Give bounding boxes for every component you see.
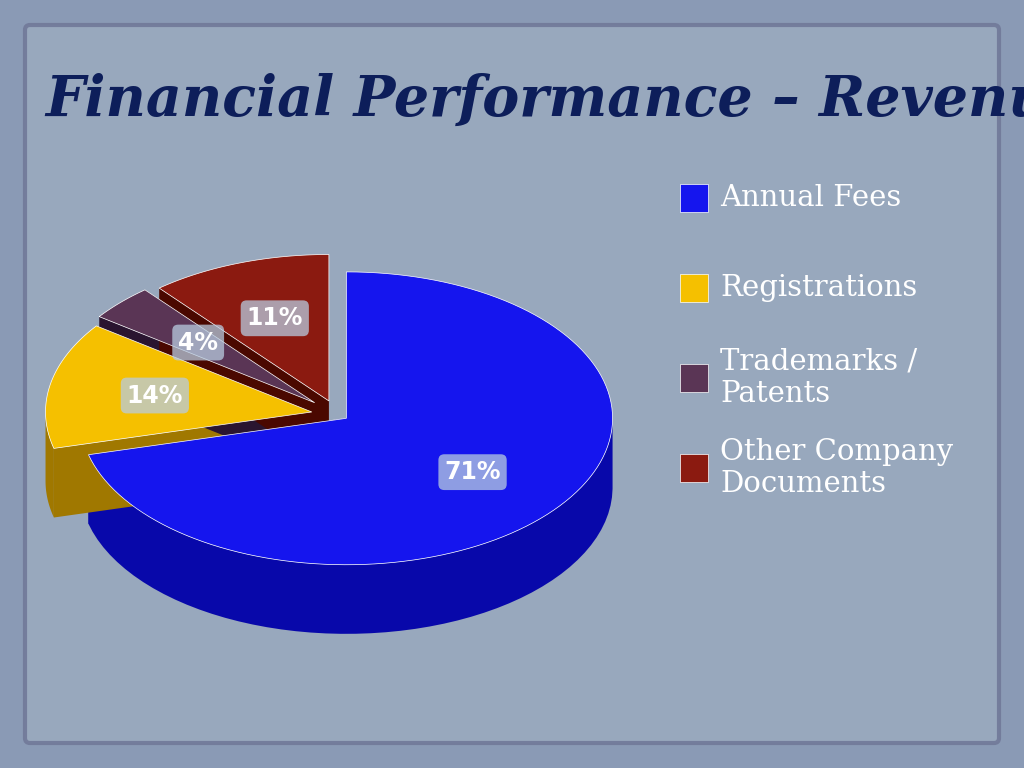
Polygon shape [54,412,311,518]
Polygon shape [99,316,314,472]
Polygon shape [159,288,329,470]
Polygon shape [99,290,314,402]
Polygon shape [88,272,612,564]
Text: 4%: 4% [178,330,218,355]
Text: Other Company
Documents: Other Company Documents [720,438,953,498]
Polygon shape [88,420,612,634]
Polygon shape [45,326,311,449]
Text: Trademarks /
Patents: Trademarks / Patents [720,348,918,409]
Polygon shape [88,419,346,524]
FancyBboxPatch shape [25,25,999,743]
FancyBboxPatch shape [680,184,708,212]
Polygon shape [159,254,329,401]
Text: Registrations: Registrations [720,274,918,302]
Text: Financial Performance – Revenue Breakdown: Financial Performance – Revenue Breakdow… [45,73,1024,128]
Polygon shape [145,290,314,472]
FancyBboxPatch shape [680,454,708,482]
FancyBboxPatch shape [680,364,708,392]
Text: Annual Fees: Annual Fees [720,184,901,212]
Text: 11%: 11% [247,306,303,330]
Polygon shape [45,413,54,518]
Text: 14%: 14% [127,383,183,408]
Polygon shape [96,326,311,481]
Text: 71%: 71% [444,460,501,484]
FancyBboxPatch shape [680,274,708,302]
